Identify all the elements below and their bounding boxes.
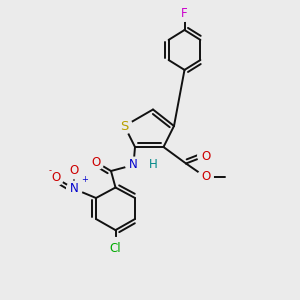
Text: N: N xyxy=(129,158,138,172)
Text: O: O xyxy=(201,170,210,184)
Text: F: F xyxy=(181,7,188,20)
Circle shape xyxy=(88,154,104,170)
Text: O: O xyxy=(51,171,60,184)
Circle shape xyxy=(145,157,161,173)
Circle shape xyxy=(48,170,63,186)
Text: H: H xyxy=(148,158,158,172)
Text: S: S xyxy=(120,119,129,133)
Text: Cl: Cl xyxy=(110,242,121,256)
Circle shape xyxy=(117,118,132,134)
Circle shape xyxy=(67,181,82,197)
Text: O: O xyxy=(201,149,210,163)
Text: O: O xyxy=(70,164,79,178)
Circle shape xyxy=(126,157,141,173)
Circle shape xyxy=(67,163,82,179)
Text: N: N xyxy=(70,182,79,196)
Text: -: - xyxy=(49,167,52,176)
Text: O: O xyxy=(92,155,100,169)
Circle shape xyxy=(177,6,192,21)
Circle shape xyxy=(198,169,213,185)
Text: +: + xyxy=(81,176,88,184)
Circle shape xyxy=(198,148,213,164)
Circle shape xyxy=(104,238,127,260)
